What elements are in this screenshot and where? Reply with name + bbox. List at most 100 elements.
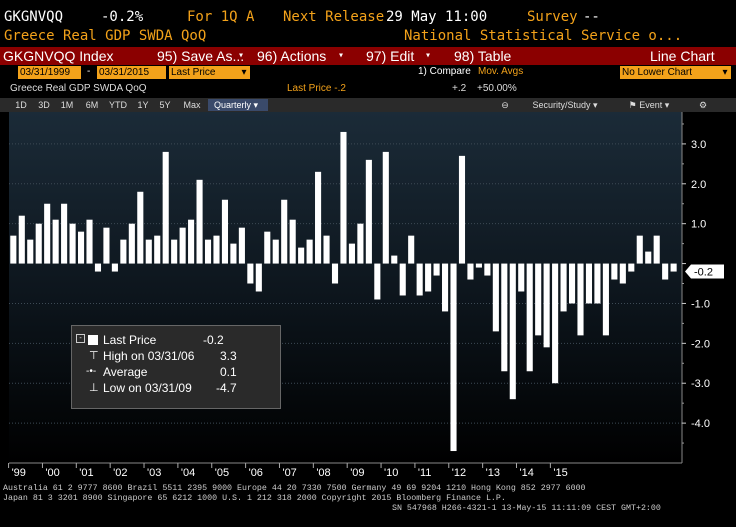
event-label: Event: [639, 100, 663, 110]
data-bar: [458, 155, 466, 264]
data-bar: [18, 215, 25, 264]
menu-bar: GKGNVQQ Index 95) Save As... ▾ 96) Actio…: [0, 47, 736, 65]
tab-1d[interactable]: 1D: [15, 100, 27, 110]
data-bar: [238, 227, 245, 264]
tab-ytd[interactable]: YTD: [109, 100, 127, 110]
tab-6m[interactable]: 6M: [85, 100, 99, 110]
data-bar: [188, 219, 195, 264]
save-as-dropdown-icon[interactable]: ▾: [238, 50, 245, 61]
lower-chart-dropdown-icon[interactable]: ▾: [719, 66, 731, 79]
data-bar: [103, 227, 110, 264]
data-bar: [585, 263, 593, 304]
save-as-button[interactable]: 95) Save As...: [157, 48, 245, 64]
legend-row-high: ⊤ High on 03/31/06 3.3: [72, 348, 280, 364]
legend-low-label: Low on 03/31/09: [103, 381, 192, 395]
x-tick-label: '04: [181, 467, 195, 477]
compare-value[interactable]: Mov. Avgs: [478, 66, 524, 77]
data-bar: [543, 263, 550, 348]
data-bar: [391, 255, 398, 264]
zoom-out-icon[interactable]: ⊖: [501, 100, 509, 110]
data-bar: [255, 263, 262, 292]
chart-type-button[interactable]: Line Chart: [650, 48, 715, 64]
field-dropdown-icon[interactable]: ▾: [238, 66, 250, 79]
edit-button[interactable]: 97) Edit: [366, 48, 415, 64]
data-bar: [331, 263, 339, 284]
last-value-label: -0.2: [694, 267, 713, 279]
actions-button[interactable]: 96) Actions: [257, 48, 327, 64]
series-source: National Statistical Service o...: [404, 28, 683, 44]
footer-line-2: Japan 81 3 3201 8900 Singapore 65 6212 1…: [3, 494, 506, 503]
index-label: GKGNVQQ Index: [3, 48, 114, 64]
data-bar: [221, 199, 229, 264]
tab-1y[interactable]: 1Y: [137, 100, 149, 110]
x-tick-label: '99: [12, 467, 26, 477]
tab-3d[interactable]: 3D: [38, 100, 50, 110]
data-bar: [196, 179, 203, 264]
data-bar: [77, 231, 85, 264]
average-marker-icon: -•-: [86, 366, 97, 377]
data-bar: [577, 263, 584, 336]
data-bar: [204, 239, 212, 264]
series-description: Greece Real GDP SWDA QoQ: [4, 28, 207, 44]
tab-1m[interactable]: 1M: [60, 100, 74, 110]
last-price-info: Last Price -.2: [287, 83, 346, 94]
data-bar: [35, 223, 42, 264]
data-bar: [86, 219, 93, 264]
data-bar: [484, 263, 491, 276]
tab-max[interactable]: Max: [183, 100, 201, 110]
flag-icon: ⚑: [628, 100, 637, 110]
data-bar: [306, 239, 313, 264]
percent-info: +50.00%: [477, 83, 517, 94]
data-bar: [289, 219, 296, 264]
legend-average-value: 0.1: [220, 365, 237, 379]
data-bar: [365, 159, 372, 264]
data-bar: [628, 263, 635, 272]
data-bar: [94, 263, 102, 272]
data-bar: [568, 263, 576, 304]
low-marker-icon: ⊥: [89, 382, 99, 394]
data-bar: [526, 263, 533, 372]
data-bar: [323, 235, 330, 264]
start-date-field[interactable]: 03/31/1999: [18, 66, 81, 79]
data-bar: [162, 151, 169, 264]
frequency-selector[interactable]: Quarterly ▾: [208, 99, 268, 111]
legend-collapse-icon[interactable]: -: [76, 334, 85, 343]
survey-label: Survey: [527, 9, 578, 25]
edit-dropdown-icon[interactable]: ▾: [425, 50, 432, 61]
field-row: 03/31/1999 - 03/31/2015 Last Price ▾ 1) …: [0, 66, 736, 80]
data-bar: [281, 199, 288, 264]
data-bar: [645, 251, 652, 264]
data-bar: [382, 151, 389, 264]
x-tick-label: '02: [113, 467, 127, 477]
data-bar: [408, 235, 415, 264]
data-bar: [298, 247, 305, 264]
lower-chart-selector[interactable]: No Lower Chart: [620, 66, 719, 79]
data-bar: [340, 131, 347, 264]
event-button[interactable]: ⚑ Event ▾: [628, 100, 670, 110]
y-tick-label: -3.0: [691, 378, 710, 390]
data-bar: [272, 239, 279, 264]
data-bar: [315, 171, 322, 264]
x-tick-label: '06: [249, 467, 263, 477]
data-bar: [10, 235, 17, 264]
data-bar: [137, 191, 144, 264]
data-bar: [450, 263, 457, 452]
data-bar: [399, 263, 406, 296]
x-tick-label: '01: [79, 467, 93, 477]
series-title: Greece Real GDP SWDA QoQ: [10, 83, 147, 94]
security-study-button[interactable]: Security/Study ▾: [532, 100, 598, 110]
data-bar: [425, 263, 432, 292]
end-date-field[interactable]: 03/31/2015: [97, 66, 166, 79]
x-tick-label: '10: [384, 467, 398, 477]
field-selector[interactable]: Last Price: [169, 66, 238, 79]
settings-gear-icon[interactable]: ⚙: [698, 100, 708, 110]
range-tab-bar: 1D 3D 1M 6M YTD 1Y 5Y Max Quarterly ▾ ⊖ …: [0, 98, 736, 112]
data-bar: [619, 263, 626, 284]
data-bar: [670, 263, 677, 272]
tab-5y[interactable]: 5Y: [159, 100, 171, 110]
table-button[interactable]: 98) Table: [454, 48, 512, 64]
actions-dropdown-icon[interactable]: ▾: [338, 50, 345, 61]
data-bar: [433, 263, 440, 276]
frequency-label: Quarterly: [214, 100, 252, 110]
legend-average-label: Average: [103, 365, 148, 379]
